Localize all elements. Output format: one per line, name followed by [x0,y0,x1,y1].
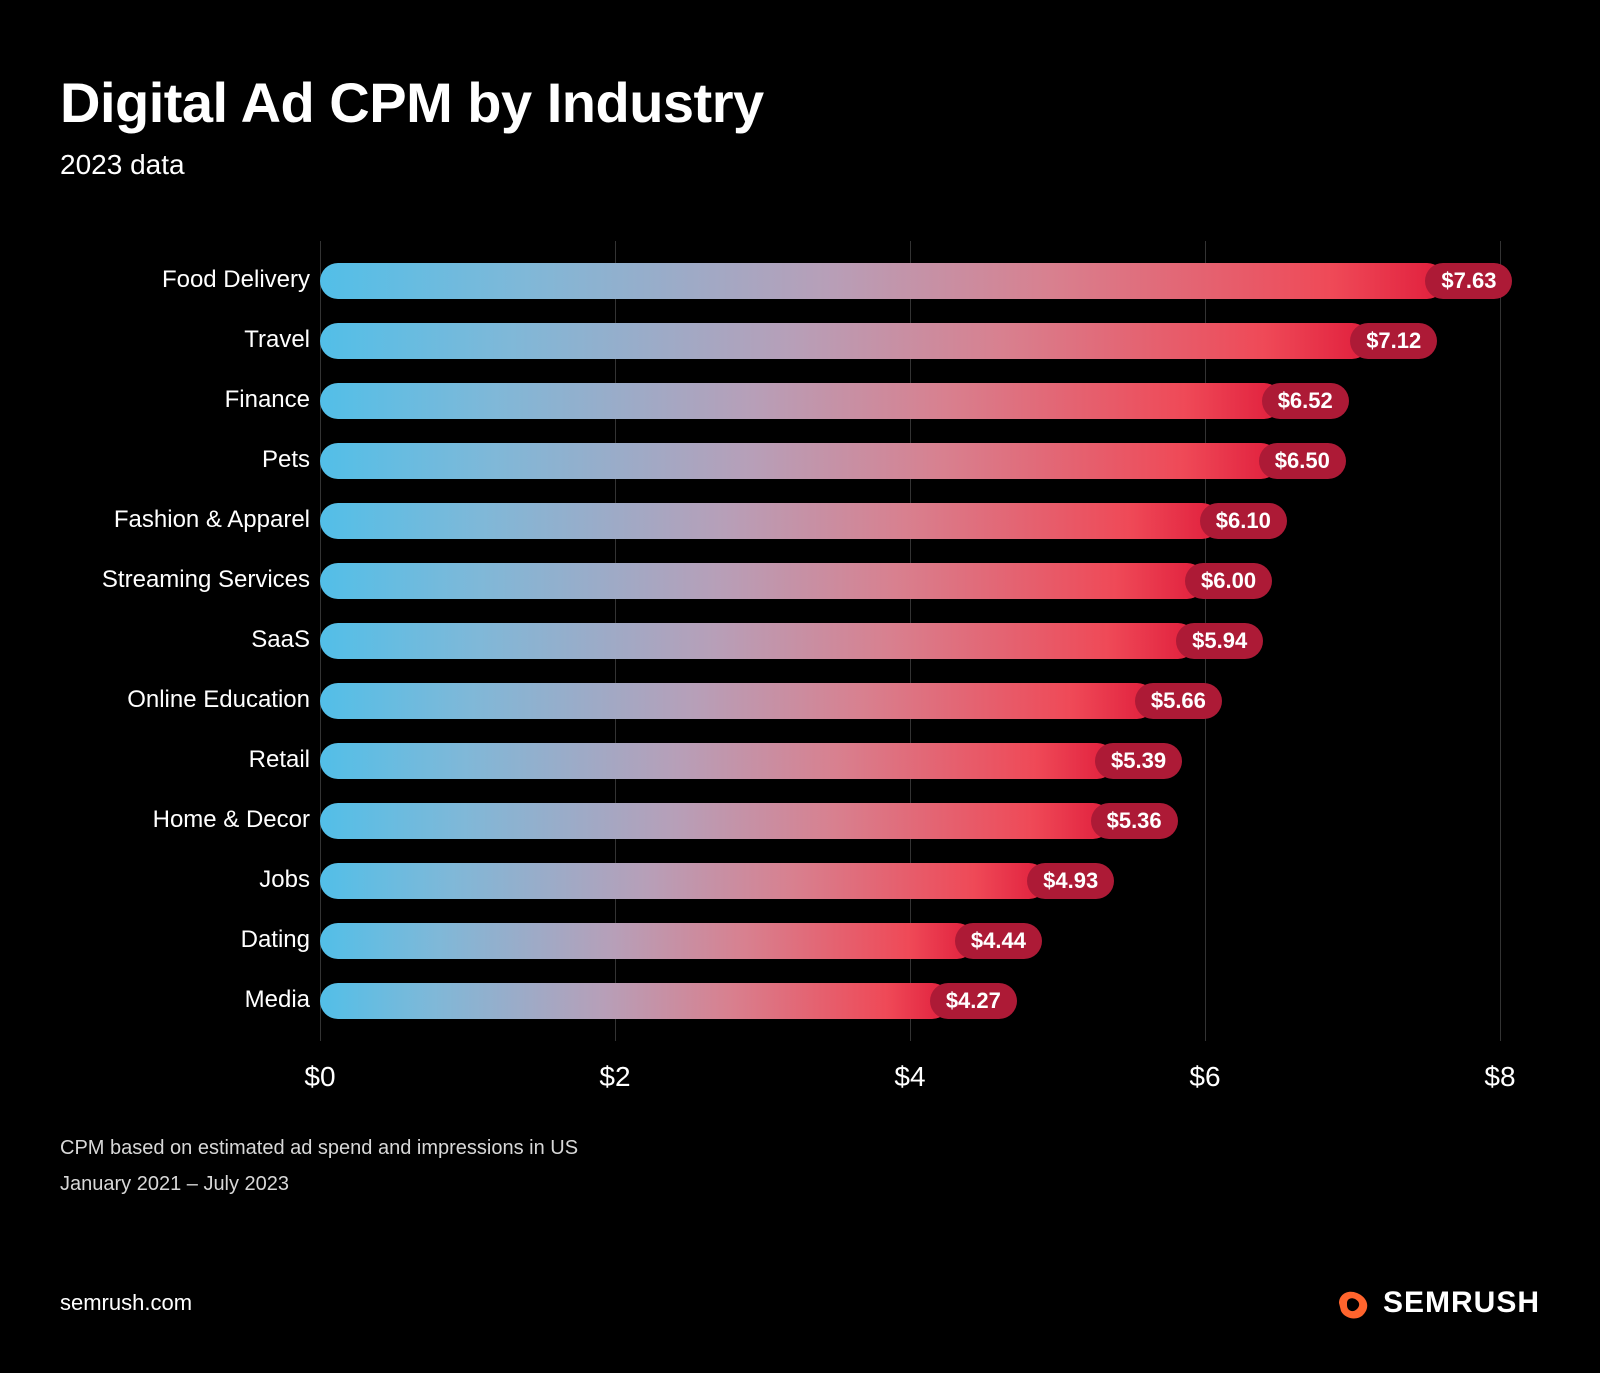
bar-value-label: $6.52 [1262,383,1349,419]
bar-value-label: $4.27 [930,983,1017,1019]
bar-value-label: $4.93 [1027,863,1114,899]
bar-value-label: $5.36 [1091,803,1178,839]
bar-value-label: $6.00 [1185,563,1272,599]
bar-value-label: $7.63 [1425,263,1512,299]
bar-value-label: $6.10 [1200,503,1287,539]
bar [320,263,1445,299]
bar [320,443,1279,479]
page-footer: semrush.com SEMRUSH [60,1283,1540,1323]
bar-value-label: $7.12 [1350,323,1437,359]
bar-category-label: Travel [60,326,310,354]
chart-footnote: CPM based on estimated ad spend and impr… [60,1130,578,1202]
chart-subtitle: 2023 data [60,149,1540,181]
bar-category-label: Home & Decor [60,806,310,834]
bar-category-label: SaaS [60,626,310,654]
bar-category-label: Finance [60,386,310,414]
infographic-page: Digital Ad CPM by Industry 2023 data Foo… [0,0,1600,1373]
bar [320,743,1115,779]
bar [320,983,950,1019]
x-axis-tick: $0 [304,1061,335,1093]
bar-category-label: Fashion & Apparel [60,506,310,534]
bar [320,623,1196,659]
bar-category-label: Streaming Services [60,566,310,594]
bar [320,503,1220,539]
gridline [1500,241,1501,1041]
bar-value-label: $4.44 [955,923,1042,959]
chart-area: Food Delivery $7.63 Travel $7.12 Finance $6.5… [60,241,1540,1121]
bar-value-label: $5.94 [1176,623,1263,659]
flame-icon [1333,1283,1373,1323]
bar [320,683,1155,719]
brand-logo: SEMRUSH [1333,1283,1540,1323]
chart-title: Digital Ad CPM by Industry [60,70,1540,135]
bar-category-label: Media [60,986,310,1014]
bar [320,863,1047,899]
x-axis-tick: $4 [894,1061,925,1093]
bar [320,383,1282,419]
brand-name: SEMRUSH [1383,1286,1540,1320]
bar-category-label: Pets [60,446,310,474]
footnote-line: CPM based on estimated ad spend and impr… [60,1130,578,1166]
footnote-line: January 2021 – July 2023 [60,1166,578,1202]
bar-value-label: $6.50 [1259,443,1346,479]
x-axis-tick: $6 [1189,1061,1220,1093]
source-url: semrush.com [60,1290,192,1316]
bar [320,563,1205,599]
bar [320,923,975,959]
bar [320,803,1111,839]
bar-category-label: Dating [60,926,310,954]
x-axis-tick: $8 [1484,1061,1515,1093]
bar-category-label: Jobs [60,866,310,894]
bar [320,323,1370,359]
bar-value-label: $5.66 [1135,683,1222,719]
chart-plot: Food Delivery$7.63Travel$7.12Finance$6.5… [320,241,1500,1041]
bar-value-label: $5.39 [1095,743,1182,779]
bar-category-label: Food Delivery [60,266,310,294]
x-axis-tick: $2 [599,1061,630,1093]
bar-category-label: Retail [60,746,310,774]
bar-category-label: Online Education [60,686,310,714]
x-axis: $0$2$4$6$8 [320,1061,1500,1101]
